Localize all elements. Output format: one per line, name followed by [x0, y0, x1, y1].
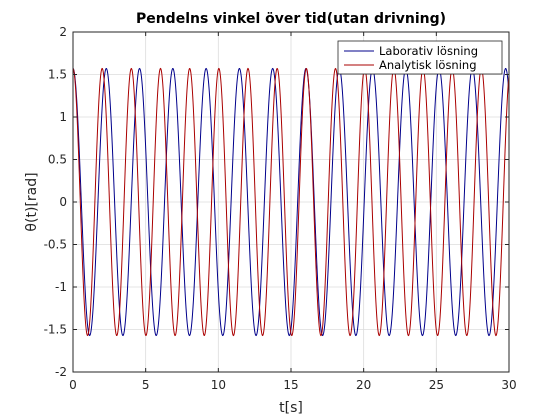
- legend-box: [337, 40, 503, 75]
- x-tick-label: 15: [283, 378, 298, 392]
- series-line-2: [72, 67, 510, 337]
- x-tick-label: 20: [356, 378, 371, 392]
- legend-label-2: Analytisk lösning: [379, 58, 477, 72]
- x-axis-label: t[s]: [279, 400, 303, 416]
- x-tick-label: 0: [69, 378, 77, 392]
- y-tick-label: 2: [59, 25, 67, 39]
- y-tick-label: -2: [55, 365, 67, 379]
- x-tick-label: 10: [211, 378, 226, 392]
- y-tick-label: -0.5: [44, 238, 67, 252]
- x-tick-label: 25: [429, 378, 444, 392]
- y-tick-label: 0.5: [48, 153, 67, 167]
- x-tick-label: 30: [501, 378, 516, 392]
- series-layer: [72, 67, 510, 337]
- x-tick-label: 5: [142, 378, 150, 392]
- y-tick-label: -1.5: [44, 323, 67, 337]
- legend-label-1: Laborativ lösning: [379, 44, 478, 58]
- y-axis-label: θ(t)[rad]: [24, 172, 40, 231]
- y-tick-label: -1: [55, 280, 67, 294]
- series-line-1: [72, 67, 510, 337]
- y-tick-label: 1.5: [48, 68, 67, 82]
- chart-title: Pendelns vinkel över tid(utan drivning): [136, 11, 446, 27]
- ticks: 0 5 10 15 20 25 30 -2 -1.5 -1 -0.5 0 0.5 1 1.5 2: [44, 25, 517, 392]
- y-tick-label: 0: [59, 195, 67, 209]
- y-tick-label: 1: [59, 110, 67, 124]
